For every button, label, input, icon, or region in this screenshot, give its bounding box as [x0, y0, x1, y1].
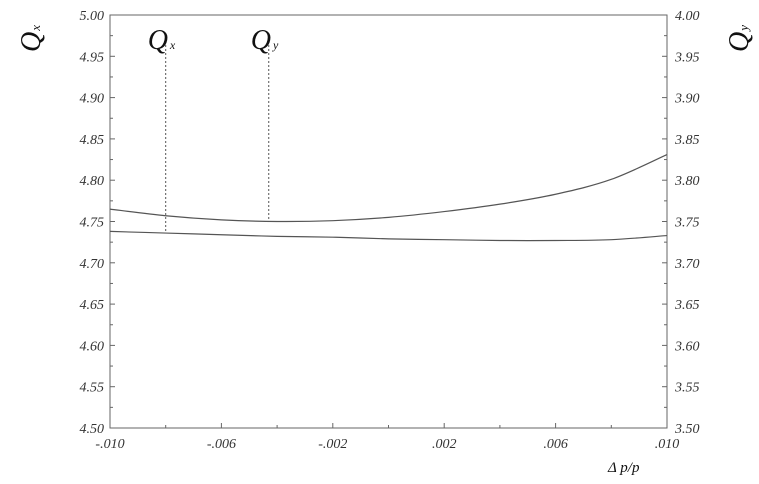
- y-axis-title-right: Qy: [724, 25, 755, 52]
- series-line-qx: [109, 230, 668, 242]
- right-tick-label: 3.80: [674, 174, 700, 189]
- right-tick-label: 4.00: [675, 9, 700, 24]
- x-tick-label: -.006: [207, 437, 236, 452]
- y-axis-title-left: Qx: [16, 25, 47, 52]
- left-tick-label: 4.85: [80, 133, 105, 148]
- series-line-qy: [109, 154, 668, 223]
- right-tick-label: 3.50: [674, 422, 700, 437]
- plot-frame: [109, 14, 668, 429]
- left-tick-label: 4.90: [80, 92, 105, 107]
- series-lines: [109, 154, 668, 242]
- left-tick-label: 4.95: [80, 50, 105, 65]
- x-tick-label: -.010: [95, 437, 124, 452]
- right-axis-ticks: 3.50 3.55 3.60 3.65 3.70 3.75 3.80 3.85 3.90 3.95…: [662, 9, 700, 437]
- left-tick-label: 5.00: [80, 9, 105, 24]
- left-tick-label: 4.75: [80, 216, 105, 231]
- right-tick-label: 3.90: [674, 92, 700, 107]
- left-tick-label: 4.50: [80, 422, 105, 437]
- x-tick-label: -.002: [318, 437, 347, 452]
- left-tick-label: 4.70: [80, 257, 105, 272]
- right-tick-label: 3.85: [674, 133, 700, 148]
- right-tick-label: 3.95: [674, 50, 700, 65]
- left-axis-ticks: 4.50 4.55 4.60 4.65 4.70 4.75 4.80 4.85 4.90 4.95…: [80, 9, 115, 437]
- x-tick-label: .010: [655, 437, 680, 452]
- right-tick-label: 3.65: [674, 298, 700, 313]
- right-tick-label: 3.70: [674, 257, 700, 272]
- x-tick-label: .006: [543, 437, 568, 452]
- left-tick-label: 4.80: [80, 174, 105, 189]
- x-axis-title: Δ p/p: [607, 460, 640, 476]
- right-tick-label: 3.55: [674, 381, 700, 396]
- left-tick-label: 4.60: [80, 339, 105, 354]
- x-tick-label: .002: [432, 437, 457, 452]
- left-tick-label: 4.65: [80, 298, 105, 313]
- right-tick-label: 3.60: [674, 339, 700, 354]
- right-tick-label: 3.75: [674, 216, 700, 231]
- left-tick-label: 4.55: [80, 381, 105, 396]
- bottom-axis-ticks: -.010 -.006 -.002 .002 .006 .010: [95, 423, 679, 452]
